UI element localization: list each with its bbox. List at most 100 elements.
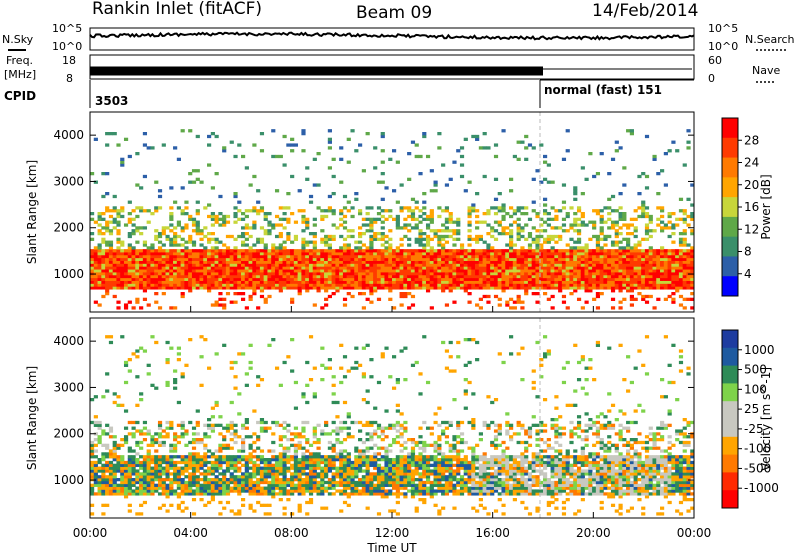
heatmap-cell [286,484,290,487]
heatmap-cell [260,487,264,490]
heatmap-cell [166,467,170,470]
heatmap-cell [619,281,623,284]
heatmap-cell [332,281,336,284]
heatmap-cell [128,464,132,467]
heatmap-cell [350,475,354,478]
heatmap-cell [494,229,498,232]
heatmap-cell [305,449,309,452]
heatmap-cell [350,435,354,438]
heatmap-cell [241,278,245,281]
heatmap-cell [94,467,98,470]
heatmap-cell [301,132,305,135]
heatmap-cell [343,286,347,289]
heatmap-cell [320,249,324,252]
heatmap-cell [479,272,483,275]
heatmap-cell [668,272,672,275]
heatmap-cell [294,286,298,289]
heatmap-cell [535,301,539,304]
heatmap-cell [452,281,456,284]
heatmap-cell [90,455,94,458]
heatmap-cell [135,269,139,272]
heatmap-cell [245,435,249,438]
heatmap-cell [588,272,592,275]
heatmap-cell [520,206,524,209]
heatmap-cell [249,472,253,475]
heatmap-cell [547,286,551,289]
heatmap-cell [339,266,343,269]
heatmap-cell [596,212,600,215]
heatmap-cell [649,252,653,255]
heatmap-cell [128,249,132,252]
heatmap-cell [218,258,222,261]
heatmap-cell [332,238,336,241]
heatmap-cell [184,266,188,269]
heatmap-cell [181,229,185,232]
heatmap-cell [128,246,132,249]
heatmap-cell [335,281,339,284]
heatmap-cell [124,306,128,309]
heatmap-cell [445,269,449,272]
heatmap-cell [562,223,566,226]
heatmap-cell [301,452,305,455]
heatmap-cell [128,261,132,264]
heatmap-cell [241,427,245,430]
heatmap-cell [226,484,230,487]
heatmap-cell [139,263,143,266]
heatmap-cell [577,249,581,252]
heatmap-cell [339,489,343,492]
heatmap-cell [147,484,151,487]
heatmap-cell [332,401,336,404]
heatmap-cell [615,286,619,289]
heatmap-cell [215,469,219,472]
heatmap-cell [347,272,351,275]
heatmap-cell [275,421,279,424]
heatmap-cell [222,507,226,510]
heatmap-cell [290,444,294,447]
heatmap-cell [298,261,302,264]
heatmap-cell [181,269,185,272]
heatmap-cell [147,278,151,281]
heatmap-cell [547,261,551,264]
heatmap-cell [679,198,683,201]
heatmap-cell [184,458,188,461]
heatmap-cell [211,498,215,501]
heatmap-cell [290,481,294,484]
heatmap-cell [132,464,136,467]
heatmap-cell [607,286,611,289]
heatmap-cell [437,258,441,261]
heatmap-cell [249,507,253,510]
heatmap-cell [207,215,211,218]
heatmap-cell [339,449,343,452]
heatmap-cell [215,286,219,289]
heatmap-cell [517,269,521,272]
heatmap-cell [162,455,166,458]
heatmap-cell [486,275,490,278]
heatmap-cell [124,255,128,258]
heatmap-cell [486,266,490,269]
heatmap-cell [120,335,124,338]
heatmap-cell [150,475,154,478]
heatmap-cell [181,252,185,255]
heatmap-cell [154,275,158,278]
heatmap-cell [101,464,105,467]
heatmap-cell [422,132,426,135]
heatmap-cell [671,249,675,252]
heatmap-cell [105,243,109,246]
heatmap-cell [207,449,211,452]
heatmap-cell [162,263,166,266]
heatmap-cell [203,258,207,261]
heatmap-cell [381,269,385,272]
heatmap-cell [298,481,302,484]
heatmap-cell [98,424,102,427]
heatmap-cell [501,258,505,261]
heatmap-cell [452,283,456,286]
heatmap-cell [211,478,215,481]
heatmap-cell [551,306,555,309]
heatmap-cell [294,458,298,461]
heatmap-cell [203,458,207,461]
heatmap-cell [184,455,188,458]
heatmap-cell [128,467,132,470]
heatmap-cell [354,278,358,281]
heatmap-cell [324,464,328,467]
heatmap-cell [566,263,570,266]
